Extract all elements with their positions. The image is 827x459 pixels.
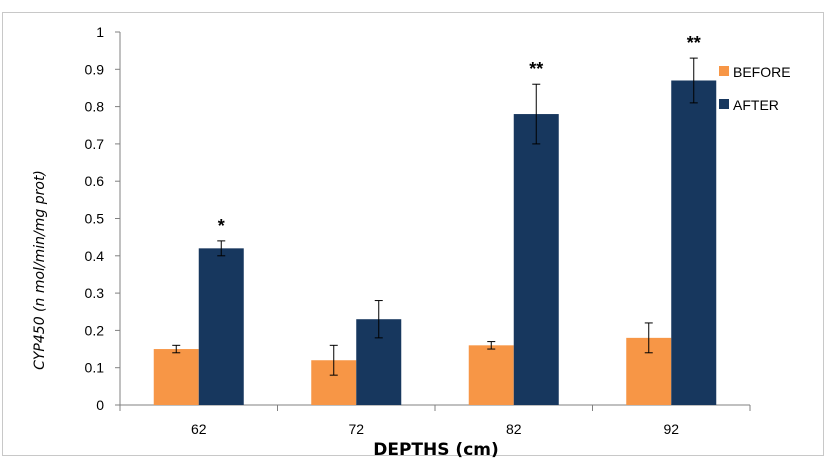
y-tick-label: 0.8 [85,99,105,115]
bar-before-82 [468,345,514,405]
y-tick-label: 0.6 [85,173,105,189]
legend-swatch-before [719,66,729,76]
x-tick-label: 82 [506,421,522,437]
y-tick-label: 0.1 [85,360,105,376]
legend-label-before: BEFORE [733,64,791,80]
significance-marker: ** [529,59,543,79]
significance-marker: ** [687,33,701,53]
bar-after-92 [671,80,717,406]
bar-after-82 [513,114,559,405]
legend-swatch-after [719,99,729,109]
bar-after-62 [198,248,244,405]
y-tick-label: 0.5 [85,211,105,227]
y-tick-label: 0 [96,397,104,413]
y-tick-label: 0.7 [85,136,105,152]
y-tick-label: 0.3 [85,285,105,301]
legend: BEFORE AFTER [719,64,791,113]
significance-marker: * [218,216,225,236]
x-tick-label: 72 [348,421,364,437]
y-tick-label: 0.2 [85,322,105,338]
bar-before-62 [153,349,199,405]
bars [153,80,717,406]
x-axis-title: DEPTHS (cm) [373,440,499,459]
legend-label-after: AFTER [733,97,779,113]
x-tick-label: 62 [191,421,207,437]
error-bars [172,57,698,376]
y-tick-label: 1 [96,24,104,40]
y-tick-label: 0.4 [85,248,105,264]
y-tick-label: 0.9 [85,61,105,77]
significance-markers: ***** [218,33,701,236]
y-axis-title: CYP450 (n mol/min/mg prot) [32,170,48,370]
x-tick-label: 92 [663,421,679,437]
